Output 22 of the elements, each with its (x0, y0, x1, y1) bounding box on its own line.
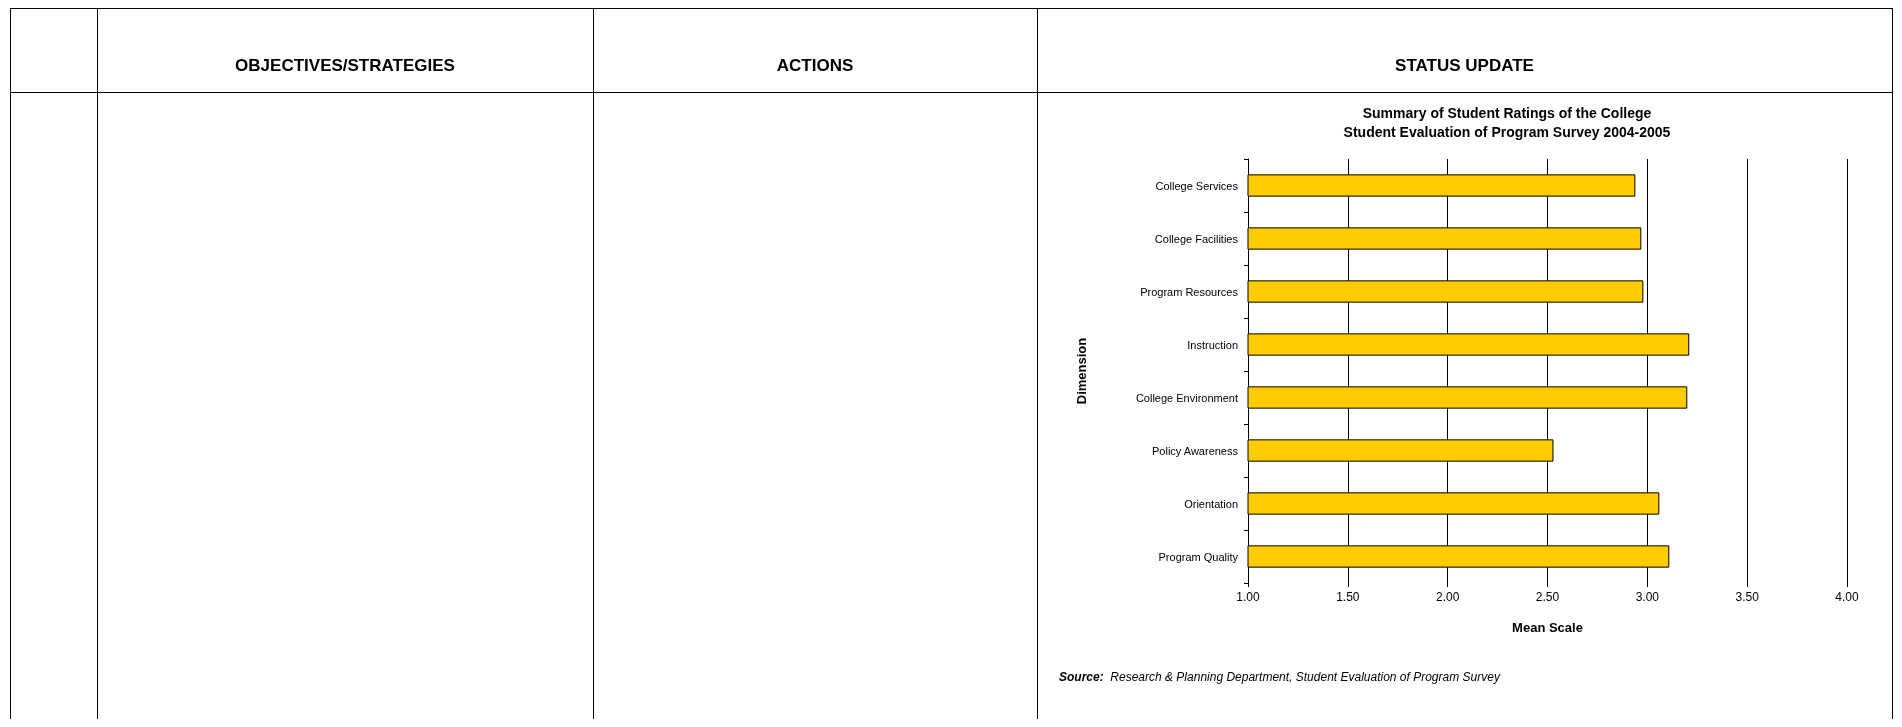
x-tick-label: 3.00 (1635, 590, 1660, 604)
y-tick-label: Policy Awareness (1151, 444, 1239, 457)
text: ACTIONS (775, 56, 855, 76)
text: OBJECTIVES/STRATEGIES (234, 56, 456, 76)
x-tick-label: 2.00 (1435, 590, 1460, 604)
y-tick-label: Orientation (1184, 497, 1238, 510)
y-tick-label: Instruction (1187, 338, 1238, 351)
x-tick-label: 4.00 (1835, 590, 1859, 604)
x-tick-label: 1.00 (1236, 590, 1260, 604)
y-tick-label: College Services (1155, 179, 1239, 192)
chart-title: Summary of Student Ratings of the College Student Evaluation of Program Survey 2004-2005 (1343, 104, 1671, 140)
y-tick-label: Program Quality (1158, 550, 1239, 563)
y-axis-title: Dimension (1074, 337, 1089, 405)
x-axis-title: Mean Scale (1512, 620, 1583, 635)
x-tick-label: 2.50 (1535, 590, 1560, 604)
y-tick-label: College Facilities (1154, 232, 1239, 245)
y-tick-label: Program Resources (1140, 285, 1239, 298)
source-note: Source: Research & Planning Department, Student Evaluation of Program Survey (1059, 670, 1501, 684)
x-tick-label: 1.50 (1336, 590, 1360, 604)
x-tick-label: 3.50 (1735, 590, 1760, 604)
text: STATUS UPDATE (1394, 56, 1535, 76)
y-tick-label: College Environment (1135, 391, 1238, 404)
